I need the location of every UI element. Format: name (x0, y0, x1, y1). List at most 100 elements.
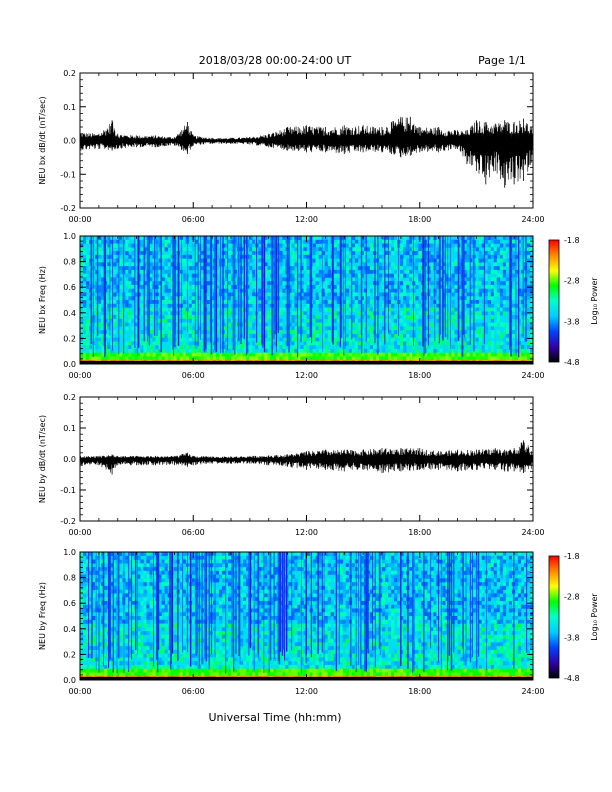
spectrogram-cell (321, 300, 325, 305)
spectrogram-cell (249, 266, 253, 271)
spectrogram-cell (424, 251, 428, 256)
spectrogram-cell (140, 262, 144, 267)
spectrogram-cell (164, 326, 168, 331)
spectrogram-cell (131, 269, 135, 274)
spectrogram-cell (83, 657, 87, 662)
spectrogram-cell (194, 307, 199, 312)
spectrogram-cell (83, 326, 87, 331)
spectrogram-cell (415, 258, 419, 263)
spectrogram-cell (113, 638, 117, 643)
spectrogram-cell (481, 266, 485, 271)
spectrogram-cell (430, 345, 434, 350)
spectrogram-cell (445, 273, 449, 278)
spectrogram-cell (324, 352, 328, 357)
spectrogram-cell (430, 303, 434, 308)
spectrogram-cell (318, 326, 322, 331)
spectrogram-cell (306, 258, 310, 263)
spectrogram-cell (400, 337, 404, 342)
spectrogram-cell (143, 296, 147, 301)
spectrogram-cell (143, 582, 147, 587)
spectrogram-cell (481, 356, 485, 361)
spectrogram-cell (89, 672, 93, 677)
spectrogram-cell (92, 300, 96, 305)
spectrogram-cell (95, 303, 99, 308)
spectrogram-cell (98, 333, 102, 338)
spectrogram-cell (237, 672, 241, 677)
spectrogram-cell (227, 239, 232, 244)
spectrogram-cell (502, 262, 507, 267)
spectrogram-cell (252, 352, 256, 357)
spectrogram-cell (164, 269, 168, 274)
spectrogram-cell (363, 239, 368, 244)
spectrogram-cell (167, 273, 171, 278)
spectrogram-cell (98, 567, 102, 572)
spectrogram-cell (125, 239, 129, 244)
spectrogram-cell (173, 348, 177, 353)
spectrogram-cell (224, 672, 229, 677)
spectrogram-cell (297, 330, 301, 335)
spectrogram-cell (321, 348, 325, 353)
spectrogram-cell (119, 649, 123, 654)
spectrogram-cell (95, 311, 99, 316)
spectrogram-cell (101, 668, 105, 673)
spectrogram-cell (92, 236, 96, 241)
spectrogram-cell (104, 661, 108, 666)
spectrogram-cell (258, 356, 262, 361)
spectrogram-cell (149, 668, 153, 673)
spectrogram-cell (463, 356, 467, 361)
spectrogram-cell (406, 341, 410, 346)
spectrogram-cell (152, 623, 156, 628)
spectrogram-cell (496, 258, 501, 263)
spectrogram-cell (291, 348, 295, 353)
spectrogram-cell (110, 315, 114, 320)
spectrogram-cell (445, 352, 449, 357)
spectrogram-cell (173, 345, 177, 350)
spectrogram-cell (170, 348, 174, 353)
spectrogram-cell (110, 642, 114, 647)
spectrogram-cell (224, 634, 229, 639)
spectrogram-cell (176, 352, 180, 357)
spectrogram-cell (86, 653, 90, 658)
spectrogram-cell (454, 337, 458, 342)
spectrogram-cell (445, 311, 449, 316)
spectrogram-cell (125, 672, 129, 677)
spectrogram-cell (391, 345, 395, 350)
spectrogram-cell (92, 352, 96, 357)
spectrogram-cell (502, 330, 507, 335)
spectrogram-cell (212, 608, 217, 613)
spectrogram-cell (529, 239, 534, 244)
spectrogram-cell (200, 668, 205, 673)
spectrogram-cell (400, 269, 404, 274)
spectrogram-cell (206, 634, 211, 639)
spectrogram-cell (348, 356, 353, 361)
spectrogram-cell (481, 330, 485, 335)
spectrogram-cell (288, 300, 292, 305)
spectrogram-cell (152, 600, 156, 605)
spectrogram-cell (146, 672, 150, 677)
spectrogram-cell (354, 330, 359, 335)
spectrogram-cell (385, 311, 389, 316)
spectrogram-cell (227, 672, 232, 677)
spectrogram-cell (418, 262, 422, 267)
spectrogram-cell (119, 597, 123, 602)
spectrogram-cell (466, 254, 470, 259)
spectrogram-cell (158, 239, 162, 244)
spectrogram-cell (303, 258, 307, 263)
spectrogram-cell (140, 642, 144, 647)
spectrogram-cell (436, 303, 440, 308)
spectrogram-cell (167, 292, 171, 297)
spectrogram-cell (146, 657, 150, 662)
spectrogram-cell (191, 277, 196, 282)
spectrogram-cell (514, 341, 519, 346)
spectrogram-cell (454, 315, 458, 320)
spectrogram-cell (363, 269, 368, 274)
spectrogram-cell (394, 296, 398, 301)
spectrogram-cell (182, 634, 186, 639)
spectrogram-cell (469, 330, 473, 335)
spectrogram-cell (490, 330, 495, 335)
spectrogram-cell (351, 318, 356, 323)
spectrogram-cell (206, 653, 211, 658)
spectrogram-cell (131, 277, 135, 282)
spectrogram-cell (113, 284, 117, 289)
spectrogram-cell (224, 563, 229, 568)
